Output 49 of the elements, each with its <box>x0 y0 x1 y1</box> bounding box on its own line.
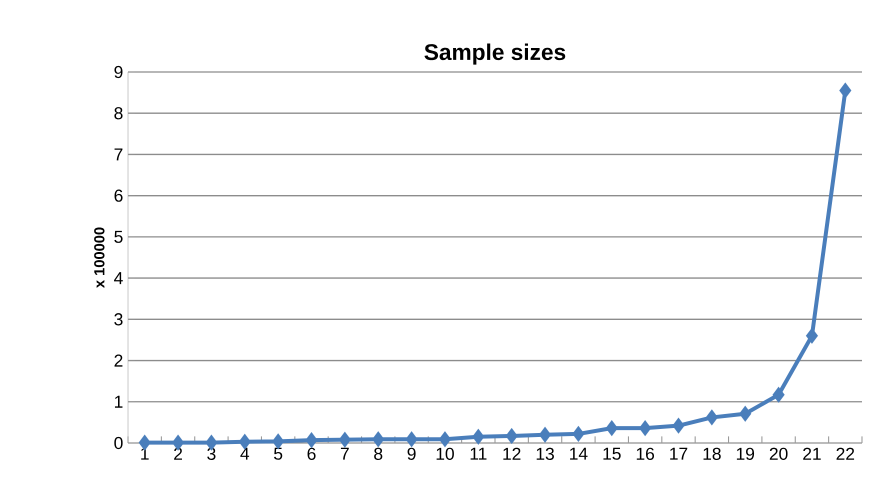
y-tick-label: 5 <box>114 230 123 243</box>
x-tick-label: 8 <box>374 448 382 460</box>
x-tick-label: 15 <box>603 448 621 460</box>
point <box>538 426 552 443</box>
point <box>806 328 818 344</box>
y-axis-title: x 100000 <box>94 228 105 288</box>
chart-title: Sample sizes <box>424 44 566 65</box>
point <box>839 82 852 99</box>
x-tick-label: 7 <box>340 448 349 460</box>
y-tick-label: 2 <box>114 354 122 367</box>
point <box>272 433 284 450</box>
x-tick-label: 12 <box>503 448 520 460</box>
y-tick-label: 9 <box>114 66 122 78</box>
point <box>706 409 718 426</box>
y-tick-label: 6 <box>114 190 123 202</box>
x-tick-label: 13 <box>536 448 554 460</box>
point <box>572 426 584 442</box>
x-tick-label: 9 <box>408 448 416 460</box>
point <box>472 428 484 445</box>
y-tick-label: 8 <box>114 107 123 120</box>
x-tick-label: 17 <box>670 448 688 460</box>
point <box>406 431 418 448</box>
point <box>305 432 318 448</box>
x-tick-label: 19 <box>736 448 754 460</box>
x-tick-label: 11 <box>470 448 486 460</box>
point <box>739 406 752 422</box>
x-tick-label: 18 <box>704 448 721 460</box>
x-tick-label: 6 <box>308 448 316 460</box>
point <box>438 431 452 448</box>
x-tick-label: 21 <box>803 448 821 460</box>
x-tick-label: 20 <box>770 448 788 460</box>
point <box>372 431 384 448</box>
y-tick-label: 7 <box>114 148 122 160</box>
point <box>506 428 518 444</box>
x-tick-label: 16 <box>636 448 654 460</box>
y-tick-label: 4 <box>114 272 123 284</box>
point <box>772 386 785 403</box>
y-tick-label: 3 <box>114 313 123 326</box>
point <box>606 420 618 436</box>
point <box>338 432 351 448</box>
x-tick-label: 22 <box>836 448 854 460</box>
y-tick-label: 1 <box>114 396 122 408</box>
x-tick-label: 14 <box>570 448 588 460</box>
point <box>672 418 685 434</box>
x-tick-label: 4 <box>240 448 250 460</box>
point <box>639 420 652 436</box>
x-tick-label: 5 <box>274 448 282 460</box>
y-tick-label: 0 <box>114 436 123 450</box>
x-tick-label: 10 <box>436 448 454 460</box>
